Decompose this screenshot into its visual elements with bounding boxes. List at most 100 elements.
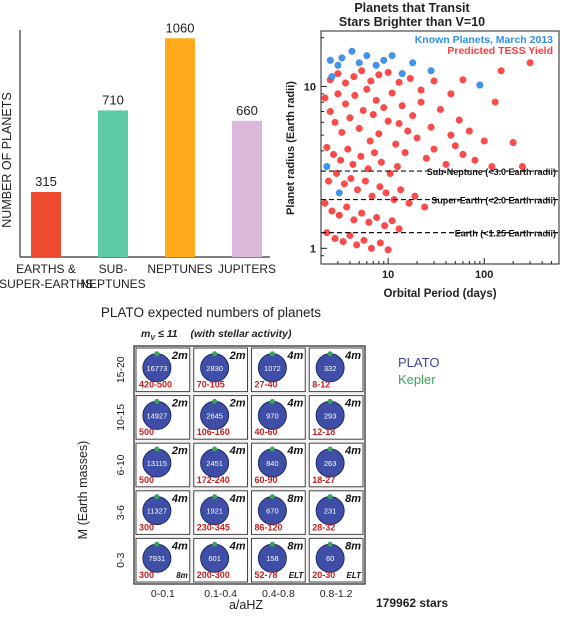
plato-cell-count: 332 — [324, 364, 337, 373]
tess-yield-point — [367, 77, 375, 85]
kepler-cell-range: 70-105 — [197, 380, 225, 390]
tess-yield-point — [447, 90, 455, 98]
tess-yield-point — [384, 246, 392, 254]
tess-yield-point — [350, 216, 358, 224]
plato-cell-count: 231 — [324, 507, 337, 516]
tess-yield-point — [455, 116, 463, 124]
plato-legend-plato: PLATO — [398, 355, 439, 370]
tess-yield-point — [382, 189, 390, 197]
tess-yield-point — [397, 186, 405, 194]
plato-cell-magnitude: 4m — [286, 398, 303, 410]
known-planet-point — [372, 61, 380, 69]
tess-yield-point — [359, 106, 367, 115]
tess-yield-point — [321, 94, 329, 102]
known-planet-point — [328, 72, 336, 81]
plato-cell-magnitude: 8m — [345, 493, 361, 505]
bar-3 — [232, 120, 262, 257]
kepler-planet-dot — [269, 446, 275, 452]
tess-yield-point — [395, 119, 403, 128]
kepler-planet-dot — [327, 351, 333, 357]
tess-yield-point — [393, 162, 402, 171]
plato-title: PLATO expected numbers of planets — [101, 305, 321, 320]
scatter-y-tick-label: 1 — [310, 243, 316, 255]
plato-y-axis-label: M (Earth masses) — [76, 441, 90, 540]
known-planet-point — [338, 54, 346, 62]
known-planet-point — [409, 59, 417, 67]
plato-col-label: 0.4-0.8 — [262, 588, 295, 600]
tess-yield-point — [465, 127, 474, 135]
bar-value-label: 660 — [236, 103, 258, 118]
plato-cell-count: 16773 — [146, 364, 167, 373]
bar-2 — [165, 38, 195, 257]
known-planet-point — [348, 47, 356, 55]
tess-yield-point — [366, 137, 374, 145]
tess-yield-point — [526, 59, 534, 67]
tess-yield-point — [341, 79, 350, 87]
tess-yield-point — [427, 123, 435, 131]
plato-cell-magnitude: 4m — [286, 445, 303, 457]
tess-yield-point — [436, 105, 445, 114]
tess-yield-point — [334, 69, 342, 78]
plato-cell-magnitude: 4m — [171, 540, 188, 552]
kepler-cell-range: 230-345 — [197, 522, 230, 532]
tess-yield-point — [372, 96, 380, 105]
tess-yield-point — [370, 148, 379, 157]
plato-cell-count: 158 — [266, 554, 279, 563]
bar-chart-panel: NUMBER OF PLANETS 315 EARTHS & SUPER-EARTH… — [0, 0, 278, 300]
plato-row-label: 0-3 — [115, 552, 127, 567]
scatter-legend-tess: Predicted TESS Yield — [447, 45, 553, 57]
plato-cell-magnitude-secondary: ELT — [289, 571, 305, 580]
tess-yield-point — [405, 199, 413, 207]
tess-yield-point — [367, 244, 376, 252]
kepler-planet-dot — [212, 541, 218, 547]
tess-yield-point — [331, 118, 339, 126]
tess-yield-point — [406, 74, 414, 83]
plato-subtitle-m: m — [141, 328, 150, 340]
tess-yield-point — [388, 89, 396, 97]
kepler-cell-range: 106-160 — [197, 427, 230, 437]
tess-yield-point — [361, 177, 370, 185]
plato-cell-magnitude: 4m — [344, 350, 361, 362]
tess-yield-point — [336, 156, 345, 164]
scatter-threshold-label: Super-Earth (<2.0 Earth radii) — [431, 196, 556, 206]
kepler-cell-range: 28-32 — [312, 522, 335, 532]
kepler-cell-range: 12-18 — [312, 427, 335, 437]
tess-yield-point — [376, 239, 385, 247]
kepler-cell-range: 200-300 — [197, 570, 230, 580]
plato-row-label: 6-10 — [115, 454, 127, 475]
tess-yield-point — [346, 114, 354, 122]
kepler-planet-dot — [154, 351, 160, 357]
tess-yield-point — [422, 154, 431, 162]
plato-cell-magnitude: 2m — [229, 398, 246, 410]
known-planet-point — [427, 67, 435, 75]
scatter-y-axis-label: Planet radius (Earth radii) — [285, 81, 297, 215]
known-planet-point — [388, 51, 396, 60]
known-planet-point — [380, 56, 388, 64]
bar-category-label: SUB- — [99, 262, 128, 276]
kepler-planet-dot — [154, 494, 160, 500]
plato-subtitle: mV ≤ 11 (with stellar activity) — [141, 328, 292, 342]
tess-yield-point — [353, 186, 362, 194]
plato-cell-count: 1072 — [264, 364, 281, 373]
kepler-cell-range: 86-120 — [255, 522, 283, 532]
bar-chart: NUMBER OF PLANETS 315 EARTHS &SUPER-EARTH… — [0, 20, 276, 291]
plato-cell-count: 2645 — [206, 411, 223, 420]
kepler-planet-dot — [327, 446, 333, 452]
tess-yield-point — [430, 145, 438, 153]
tess-yield-point — [386, 169, 394, 178]
kepler-planet-dot — [269, 494, 275, 500]
kepler-planet-dot — [269, 541, 275, 547]
plato-cell-count: 601 — [208, 554, 221, 563]
tess-yield-point — [442, 160, 450, 169]
kepler-planet-dot — [154, 446, 160, 452]
tess-yield-point — [430, 77, 438, 85]
known-planet-point — [334, 61, 342, 69]
tess-yield-point — [329, 150, 338, 159]
bar-1 — [98, 110, 128, 258]
plato-cell-count: 293 — [324, 411, 337, 420]
bar-category-label: EARTHS & — [16, 262, 76, 276]
plato-cell-count: 14927 — [146, 411, 167, 420]
kepler-cell-range: 500 — [139, 475, 154, 485]
tess-yield-point — [491, 98, 499, 106]
tess-yield-point — [384, 68, 392, 77]
